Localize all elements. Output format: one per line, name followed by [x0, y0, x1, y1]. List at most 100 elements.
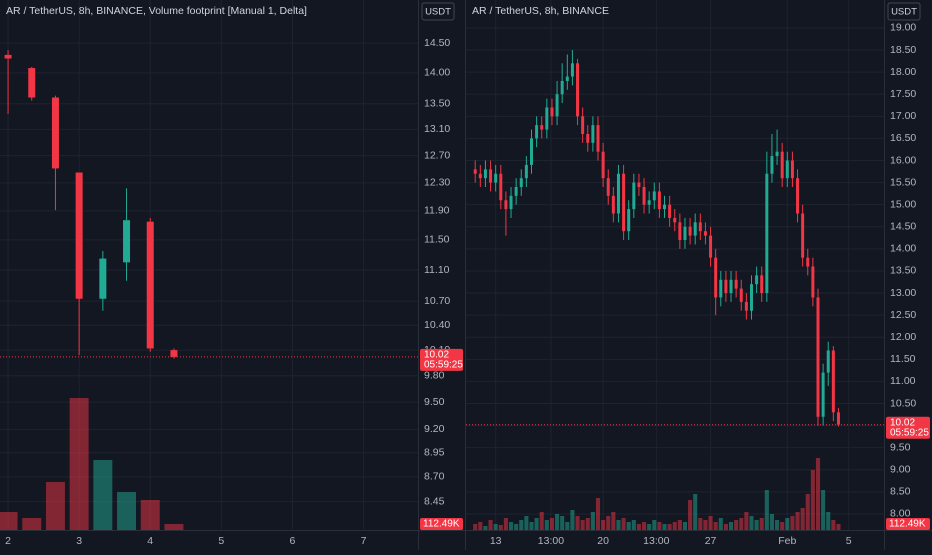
y-tick-label: 16.50: [890, 132, 916, 144]
candle-body: [576, 63, 580, 117]
candle-body: [749, 284, 753, 311]
candle-body: [570, 63, 574, 77]
volume-bar: [534, 518, 539, 530]
volume-bar: [529, 522, 534, 530]
volume-bar: [164, 524, 184, 530]
volume-bar: [0, 512, 18, 530]
volume-label-box: [886, 518, 930, 531]
volume-bar: [739, 518, 744, 530]
candle-body: [698, 222, 702, 232]
volume-bar: [723, 524, 728, 530]
y-tick-label: 9.20: [424, 423, 445, 435]
candle-body: [478, 173, 482, 179]
volume-bar: [539, 512, 544, 530]
candle-body: [657, 191, 661, 210]
candle-body: [504, 200, 508, 210]
x-tick-label: 5: [846, 535, 852, 547]
candle-body: [524, 164, 528, 179]
x-tick-label: 20: [597, 535, 609, 547]
x-tick-label: 6: [289, 535, 295, 547]
volume-bar: [805, 494, 810, 530]
candle-body: [170, 350, 178, 357]
volume-bar: [140, 500, 160, 530]
candle-body: [99, 258, 107, 299]
candle-body: [709, 235, 713, 258]
volume-bar: [560, 516, 565, 530]
candle-body: [586, 133, 590, 143]
candle-body: [642, 187, 646, 205]
volume-bar: [688, 500, 693, 530]
candle-body: [816, 297, 820, 417]
volume-bar: [488, 520, 493, 530]
y-tick-label: 15.50: [890, 176, 916, 188]
candle-body: [693, 222, 697, 236]
volume-bar: [524, 516, 529, 530]
volume-bar: [45, 482, 65, 530]
x-tick-label: 5: [218, 535, 224, 547]
volume-bar: [734, 520, 739, 530]
candle-body: [673, 217, 677, 223]
currency-button[interactable]: USDT: [421, 2, 455, 21]
y-tick-label: 13.50: [890, 265, 916, 277]
y-tick-label: 10.40: [424, 319, 450, 331]
candle-body: [770, 156, 774, 174]
volume-bar: [519, 520, 524, 530]
currency-label: USDT: [891, 7, 917, 18]
y-tick-label: 11.00: [890, 375, 916, 387]
volume-bar: [826, 512, 831, 530]
volume-bar: [698, 518, 703, 530]
volume-bar: [821, 490, 826, 530]
candle-body: [714, 257, 718, 298]
candle-body: [632, 182, 636, 210]
volume-bar: [662, 524, 667, 530]
candle-body: [831, 350, 835, 413]
volume-bar: [549, 518, 554, 530]
volume-bar: [621, 518, 626, 530]
candle-body: [483, 169, 487, 179]
y-tick-label: 13.50: [424, 98, 450, 110]
y-tick-label: 10.50: [890, 397, 916, 409]
volume-bar: [790, 516, 795, 530]
volume-bar: [795, 512, 800, 530]
x-tick-label: 13:00: [538, 535, 564, 547]
volume-bar: [544, 520, 549, 530]
volume-bar: [810, 470, 815, 530]
candle-body: [550, 107, 554, 117]
volume-bar: [555, 514, 560, 530]
candle-body: [785, 160, 789, 179]
volume-bar: [606, 516, 611, 530]
x-tick-label: 13: [490, 535, 502, 547]
candle-body: [514, 187, 518, 196]
candle-body: [755, 275, 759, 285]
candle-body: [591, 125, 595, 143]
currency-button-frame: [887, 2, 921, 21]
candle-body: [637, 182, 641, 188]
candle-body: [724, 279, 728, 294]
volume-bar: [754, 520, 759, 530]
chart-pane: 19.00 18.50 18.00 17.50 17.00 16.50 16.00 15.50…: [466, 0, 930, 547]
volume-bar: [22, 518, 42, 530]
countdown: 05:59:25: [424, 360, 463, 371]
candle-body: [801, 213, 805, 258]
volume-bar: [595, 498, 601, 530]
volume-bar: [759, 518, 764, 530]
x-tick-label: Feb: [778, 535, 796, 547]
x-tick-label: 27: [705, 535, 717, 547]
last-price-box: [420, 348, 463, 371]
chart-title: AR / TetherUS, 8h, BINANCE: [472, 5, 609, 17]
y-tick-label: 11.50: [890, 353, 916, 365]
volume-label: 112.49K: [423, 519, 460, 530]
candle-body: [668, 204, 672, 218]
chart-title: AR / TetherUS, 8h, BINANCE, Volume footp…: [6, 5, 307, 17]
currency-button[interactable]: USDT: [887, 2, 921, 21]
candle-body: [790, 160, 794, 179]
volume-bar: [652, 520, 657, 530]
candle-body: [616, 173, 620, 214]
y-tick-label: 8.70: [424, 471, 445, 483]
candle-body: [606, 178, 610, 196]
volume-bar: [682, 522, 688, 530]
volume-bar: [718, 518, 723, 530]
candle-body: [535, 125, 539, 139]
y-tick-label: 18.00: [890, 66, 916, 78]
y-tick-label: 8.95: [424, 447, 445, 459]
